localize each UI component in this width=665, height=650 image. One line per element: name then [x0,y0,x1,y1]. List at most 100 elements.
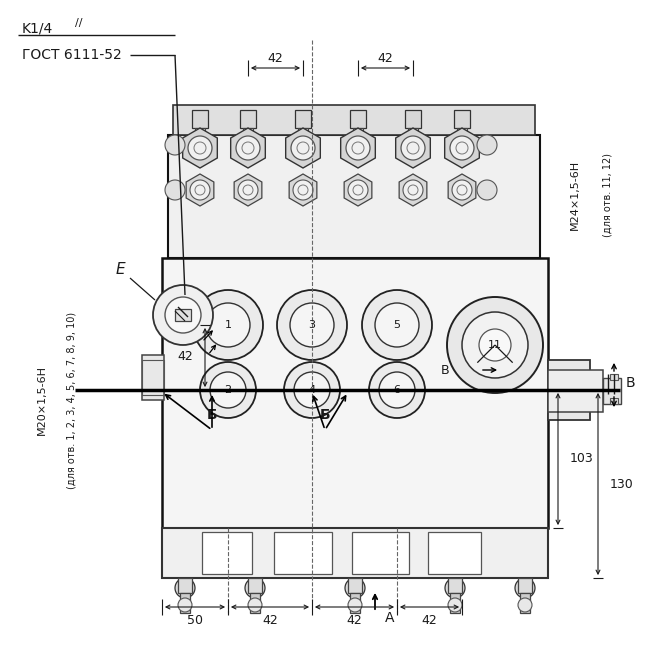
Bar [142,355,164,400]
Polygon shape [396,128,430,168]
Circle shape [518,598,532,612]
Bar [408,128,418,136]
Bar [298,128,308,136]
Bar [274,532,332,574]
Circle shape [369,362,425,418]
Circle shape [379,372,415,408]
Polygon shape [286,128,321,168]
Text: (для отв. 11, 12): (для отв. 11, 12) [603,153,613,237]
Bar [348,578,362,593]
Bar [548,360,590,420]
Circle shape [165,135,185,155]
Text: //: // [75,18,82,28]
Circle shape [236,136,260,160]
Text: 1: 1 [225,320,231,330]
Polygon shape [183,128,217,168]
Text: 50: 50 [187,614,203,627]
Circle shape [238,180,258,200]
Circle shape [277,290,347,360]
Text: Б: Б [207,408,217,422]
Bar [243,128,253,136]
Circle shape [450,136,474,160]
Circle shape [284,362,340,418]
Text: 2: 2 [225,385,231,395]
Text: 103: 103 [570,452,594,465]
Bar [240,110,256,128]
Circle shape [200,362,256,418]
Bar [448,578,462,593]
Text: 4: 4 [309,385,316,395]
Bar [142,360,164,395]
Circle shape [479,329,511,361]
Text: ГОСТ 6111-52: ГОСТ 6111-52 [22,48,122,62]
Bar [610,398,618,404]
Bar [180,593,190,613]
Bar [350,593,360,613]
Bar [295,110,311,128]
Circle shape [291,136,315,160]
Polygon shape [399,174,427,206]
Text: M20×1,5-6H: M20×1,5-6H [37,365,47,435]
Circle shape [346,136,370,160]
Circle shape [345,578,365,598]
Bar [548,370,603,412]
Circle shape [447,297,543,393]
Bar [353,128,363,136]
Bar [518,578,532,593]
Bar [350,110,366,128]
Text: (для отв. 1, 2, 3, 4, 5, 6, 7, 8, 9, 10): (для отв. 1, 2, 3, 4, 5, 6, 7, 8, 9, 10) [67,311,77,489]
Text: 3: 3 [309,320,315,330]
Circle shape [193,290,263,360]
Text: 11: 11 [488,340,502,350]
Bar [162,258,548,528]
Text: 130: 130 [610,478,634,491]
Bar [195,128,205,136]
Circle shape [401,136,425,160]
Bar [405,110,421,128]
Circle shape [165,297,201,333]
Bar [178,578,192,593]
Circle shape [348,180,368,200]
Bar [352,532,409,574]
Text: K1/4: K1/4 [22,22,53,36]
Text: B: B [625,376,635,390]
Polygon shape [445,128,479,168]
Circle shape [175,578,195,598]
Bar [454,110,470,128]
Circle shape [210,372,246,408]
Bar [250,593,260,613]
Polygon shape [231,128,265,168]
Polygon shape [344,174,372,206]
Bar [168,135,540,258]
Polygon shape [340,128,375,168]
Circle shape [515,578,535,598]
Text: B: B [441,363,450,376]
Circle shape [188,136,212,160]
Circle shape [477,180,497,200]
Text: M24×1,5-6H: M24×1,5-6H [570,160,580,230]
Text: A: A [385,611,395,625]
Circle shape [348,598,362,612]
Bar [603,378,621,404]
Text: 42: 42 [262,614,278,627]
Bar [520,593,530,613]
Bar [457,128,467,136]
Bar [173,105,535,135]
Text: 42: 42 [377,51,393,64]
Text: 42: 42 [267,51,283,64]
Text: 6: 6 [394,385,400,395]
Circle shape [403,180,423,200]
Circle shape [245,578,265,598]
Circle shape [178,598,192,612]
Bar [162,528,548,578]
Bar [202,532,252,574]
Bar [248,578,262,593]
Text: 42: 42 [421,614,437,627]
Circle shape [290,303,334,347]
Text: 5: 5 [394,320,400,330]
Circle shape [448,598,462,612]
Text: 42: 42 [346,614,362,627]
Bar [428,532,481,574]
Text: 42: 42 [177,350,193,363]
Circle shape [248,598,262,612]
